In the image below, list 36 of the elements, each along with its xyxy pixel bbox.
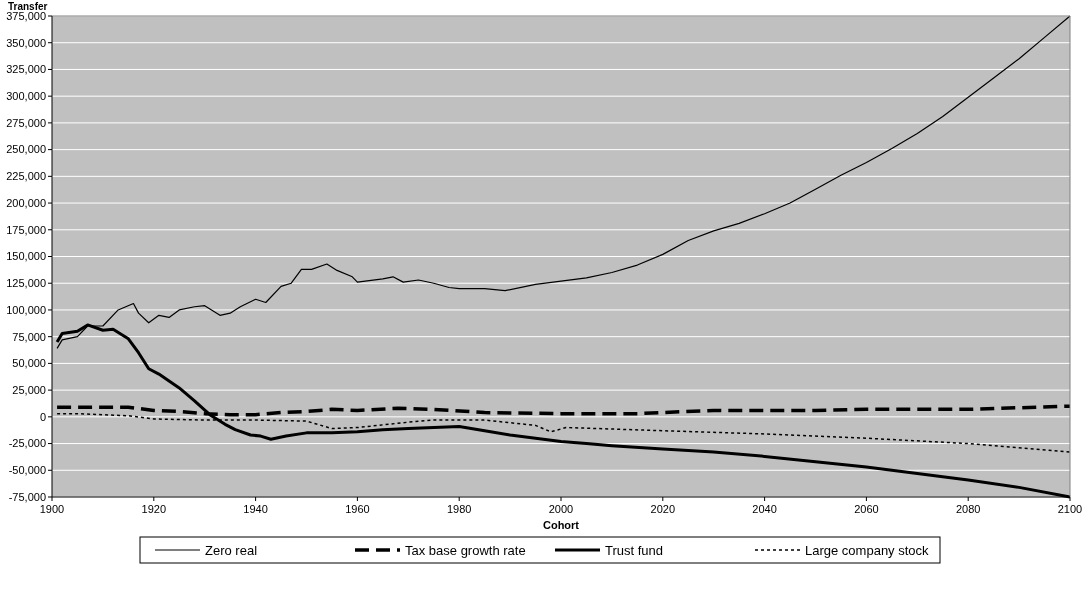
y-tick-label: 175,000 (6, 223, 46, 236)
y-tick-label: 250,000 (6, 143, 46, 156)
y-tick-label: 50,000 (12, 357, 46, 370)
y-tick-label: 100,000 (6, 303, 46, 316)
y-tick-label: 300,000 (6, 90, 46, 103)
legend-label: Tax base growth rate (405, 542, 526, 558)
y-tick-label: 200,000 (6, 196, 46, 209)
y-tick-label: 275,000 (6, 116, 46, 129)
y-axis-title: Transfer (8, 1, 48, 12)
x-tick-label: 1920 (141, 503, 167, 515)
x-tick-label: 1900 (39, 503, 65, 515)
y-tick-label: 325,000 (6, 63, 46, 76)
y-tick-label: 125,000 (6, 277, 46, 290)
y-tick-label: -25,000 (8, 437, 46, 450)
x-tick-label: 1980 (446, 503, 472, 515)
y-tick-label: 225,000 (6, 170, 46, 183)
y-tick-label: 0 (39, 410, 46, 423)
y-tick-label: 375,000 (6, 9, 46, 22)
x-tick-label: 2080 (955, 503, 981, 515)
x-tick-label: 1940 (243, 503, 268, 515)
y-tick-label: -50,000 (8, 464, 46, 477)
legend-label: Large company stock (805, 542, 930, 558)
x-tick-label: 2000 (548, 503, 574, 515)
x-axis-title: Cohort (542, 519, 580, 531)
legend-label: Trust fund (605, 542, 664, 558)
x-tick-label: 2040 (752, 503, 777, 515)
y-tick-label: -75,000 (8, 490, 46, 503)
x-tick-label: 2100 (1057, 503, 1083, 515)
y-tick-label: 75,000 (12, 330, 46, 343)
y-tick-label: 150,000 (6, 250, 46, 263)
y-tick-label: 25,000 (12, 383, 46, 396)
x-tick-label: 2060 (854, 503, 879, 515)
legend-label: Zero real (205, 542, 258, 558)
x-tick-label: 2020 (650, 503, 676, 515)
y-tick-label: 350,000 (6, 36, 46, 49)
x-tick-label: 1960 (345, 503, 370, 515)
